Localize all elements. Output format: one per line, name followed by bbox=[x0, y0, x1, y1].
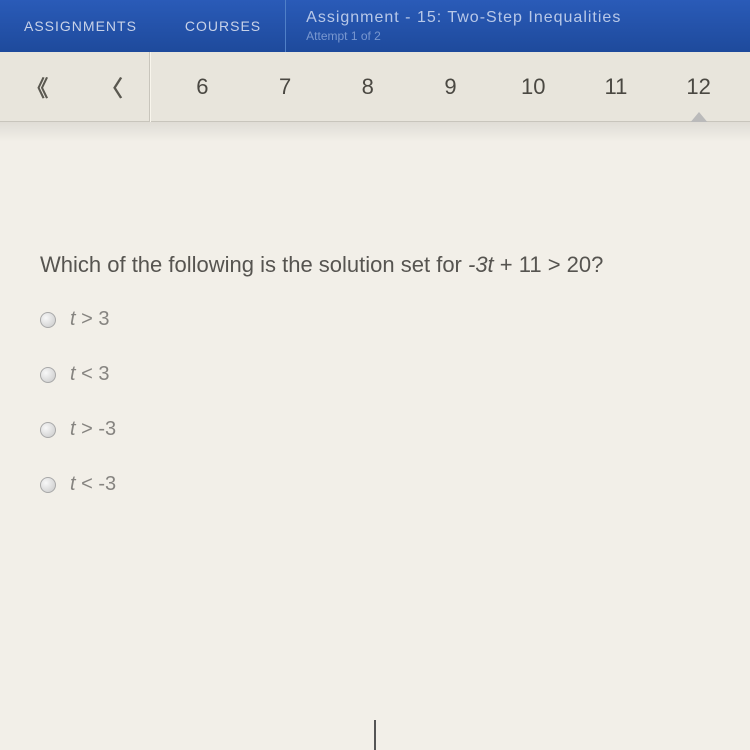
page-num-8[interactable]: 8 bbox=[326, 74, 409, 100]
radio-icon[interactable] bbox=[40, 312, 56, 328]
page-num-10[interactable]: 10 bbox=[492, 74, 575, 100]
option-label-1: t > 3 bbox=[70, 308, 109, 331]
pagination-nav-group: 《 〈 bbox=[0, 52, 150, 122]
first-page-icon[interactable]: 《 bbox=[26, 71, 48, 103]
page-num-11[interactable]: 11 bbox=[575, 74, 658, 100]
page-num-9[interactable]: 9 bbox=[409, 74, 492, 100]
bottom-caret-icon bbox=[374, 720, 376, 750]
option-label-3: t > -3 bbox=[70, 418, 116, 441]
assignment-info: Assignment - 15: Two-Step Inequalities A… bbox=[286, 9, 750, 43]
option-row-3[interactable]: t > -3 bbox=[40, 418, 710, 441]
question-expr-rest: + 11 > 20? bbox=[494, 252, 604, 277]
option-label-4: t < -3 bbox=[70, 473, 116, 496]
pagination-bar: 《 〈 6 7 8 9 10 11 12 bbox=[0, 52, 750, 122]
nav-courses[interactable]: COURSES bbox=[161, 18, 285, 34]
question-expr-var: -3t bbox=[468, 252, 494, 277]
option-label-2: t < 3 bbox=[70, 363, 109, 386]
page-num-6[interactable]: 6 bbox=[161, 74, 244, 100]
nav-assignments[interactable]: ASSIGNMENTS bbox=[0, 18, 161, 34]
radio-icon[interactable] bbox=[40, 367, 56, 383]
attempt-text: Attempt 1 of 2 bbox=[306, 29, 730, 43]
pagination-numbers: 6 7 8 9 10 11 12 bbox=[150, 52, 750, 122]
content-area: Which of the following is the solution s… bbox=[0, 122, 750, 750]
page-num-12[interactable]: 12 bbox=[657, 74, 740, 100]
radio-icon[interactable] bbox=[40, 422, 56, 438]
top-header: ASSIGNMENTS COURSES Assignment - 15: Two… bbox=[0, 0, 750, 52]
prev-page-icon[interactable]: 〈 bbox=[101, 71, 123, 103]
radio-icon[interactable] bbox=[40, 477, 56, 493]
page-num-7[interactable]: 7 bbox=[244, 74, 327, 100]
question-prefix: Which of the following is the solution s… bbox=[40, 252, 468, 277]
option-row-4[interactable]: t < -3 bbox=[40, 473, 710, 496]
question-prompt: Which of the following is the solution s… bbox=[40, 252, 710, 278]
option-row-2[interactable]: t < 3 bbox=[40, 363, 710, 386]
assignment-title: Assignment - 15: Two-Step Inequalities bbox=[306, 9, 730, 27]
option-row-1[interactable]: t > 3 bbox=[40, 308, 710, 331]
